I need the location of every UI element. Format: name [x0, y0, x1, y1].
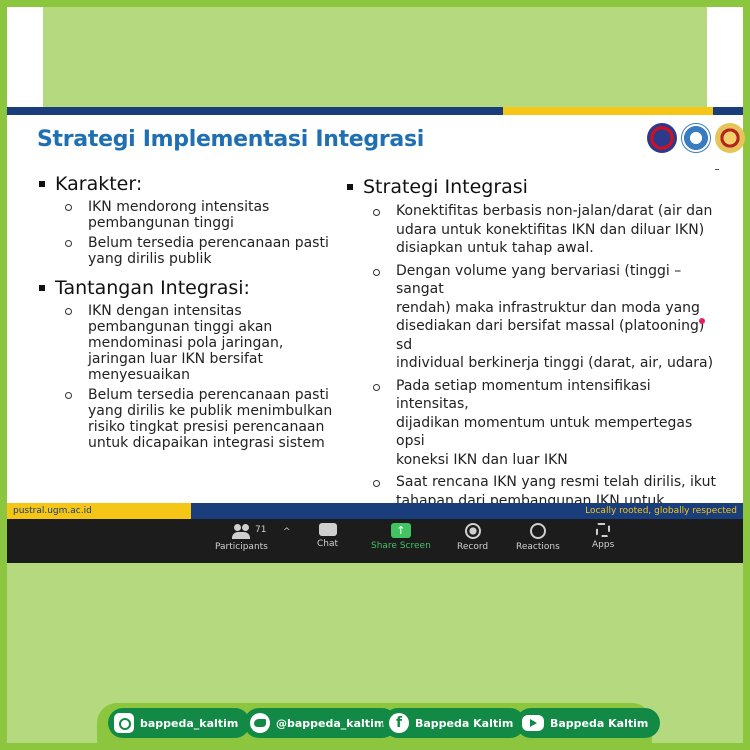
apps-icon	[596, 523, 611, 537]
bullet-item: Dengan volume yang bervariasi (tinggi – …	[373, 262, 717, 373]
section-heading: Karakter:	[39, 173, 339, 195]
slide-title: Strategi Implementasi Integrasi	[37, 127, 424, 152]
share-screen-button[interactable]: ↑ Share Screen	[371, 523, 431, 551]
laser-pointer	[699, 318, 705, 324]
footer-tagline: Locally rooted, globally respected	[585, 506, 737, 516]
meeting-toolbar: Participants 71 ^ Chat ↑ Share Screen Re…	[7, 519, 743, 563]
twitter-link[interactable]: @bappeda_kaltim	[244, 708, 398, 738]
chat-icon	[318, 523, 337, 536]
instagram-icon	[114, 713, 134, 733]
frame-corner-right	[707, 7, 743, 107]
instagram-link[interactable]: bappeda_kaltim	[108, 708, 251, 738]
bullet-item: Konektifitas berbasis non-jalan/darat (a…	[373, 202, 717, 258]
slide-dash	[715, 169, 719, 170]
presentation-slide: Strategi Implementasi Integrasi Karakter…	[7, 107, 745, 546]
facebook-icon: f	[389, 713, 409, 733]
facebook-link[interactable]: f Bappeda Kaltim	[383, 708, 526, 738]
chat-button[interactable]: Chat	[317, 523, 338, 549]
ministry-logo-icon	[647, 123, 677, 153]
participants-icon	[232, 523, 251, 539]
bullet-item: IKN mendorong intensitas pembangunan tin…	[65, 199, 339, 231]
slide-right-column: Strategi Integrasi Konektifitas berbasis…	[347, 176, 717, 551]
bullet-item: IKN dengan intensitas pembangunan tinggi…	[65, 303, 339, 383]
youtube-icon	[522, 715, 544, 731]
apps-button[interactable]: Apps	[592, 523, 614, 550]
section-heading: Tantangan Integrasi:	[39, 277, 339, 299]
ugm-logo-icon	[715, 123, 745, 153]
record-icon	[464, 523, 481, 539]
participants-caret-icon[interactable]: ^	[283, 527, 291, 537]
frame-corner-left	[7, 7, 43, 107]
slide-footer: pustral.ugm.ac.id Locally rooted, global…	[7, 503, 743, 519]
bullet-item: Belum tersedia perencanaan pasti yang di…	[65, 387, 339, 451]
bullet-item: Belum tersedia perencanaan pasti yang di…	[65, 235, 339, 267]
reactions-icon	[529, 523, 546, 539]
slide-logos	[647, 123, 745, 153]
slide-left-column: Karakter: IKN mendorong intensitas pemba…	[39, 173, 339, 455]
footer-url: pustral.ugm.ac.id	[7, 503, 191, 519]
record-button[interactable]: Record	[457, 523, 488, 552]
reactions-button[interactable]: Reactions	[516, 523, 560, 552]
pustral-logo-icon	[681, 123, 711, 153]
youtube-link[interactable]: Bappeda Kaltim	[516, 708, 661, 738]
share-screen-icon: ↑	[390, 523, 411, 538]
participants-count: 71	[255, 525, 267, 535]
bullet-item: Pada setiap momentum intensifikasi inten…	[373, 377, 717, 470]
participants-button[interactable]: Participants	[215, 523, 268, 552]
meeting-window: Strategi Implementasi Integrasi Karakter…	[7, 107, 745, 563]
slide-top-bar	[7, 107, 743, 115]
twitter-icon	[250, 713, 270, 733]
section-heading: Strategi Integrasi	[347, 176, 717, 198]
